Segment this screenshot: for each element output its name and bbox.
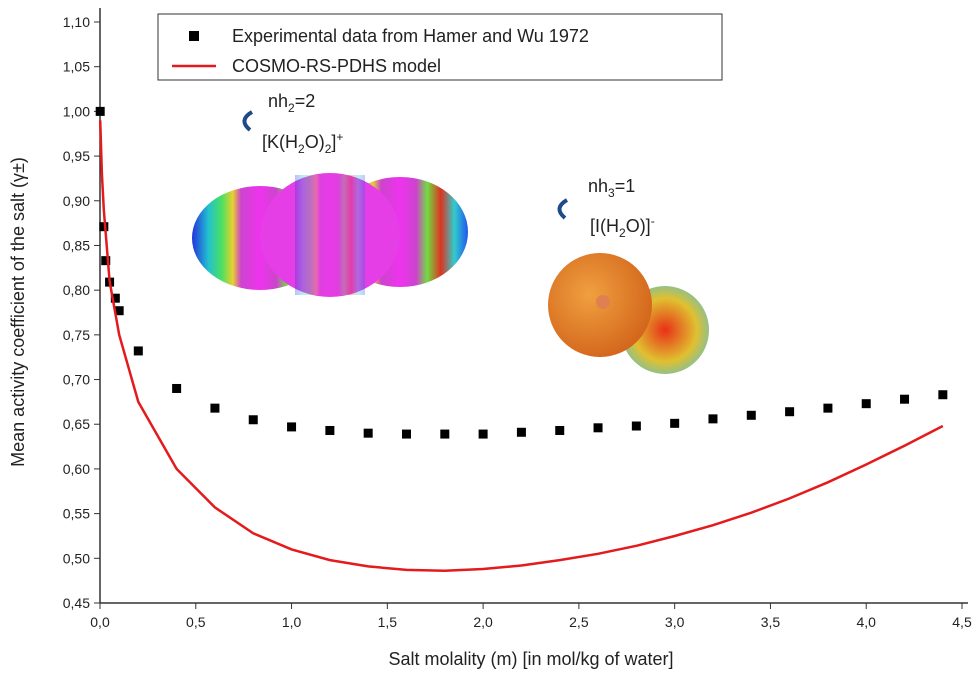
y-tick-label: 0,55: [63, 506, 90, 522]
data-point: [516, 427, 526, 437]
data-point: [401, 429, 411, 439]
data-point: [555, 425, 565, 435]
y-tick-label: 0,70: [63, 372, 90, 388]
data-point: [133, 346, 143, 356]
legend-label: COSMO-RS-PDHS model: [232, 56, 441, 76]
x-tick-label: 0,5: [186, 614, 206, 630]
data-point: [363, 428, 373, 438]
data-point: [287, 422, 297, 432]
x-tick-label: 0,0: [90, 614, 110, 630]
data-point: [99, 222, 109, 232]
data-point: [746, 410, 756, 420]
data-point: [478, 429, 488, 439]
data-point: [861, 399, 871, 409]
x-tick-label: 2,0: [473, 614, 493, 630]
y-tick-label: 1,10: [63, 14, 90, 30]
y-tick-label: 0,65: [63, 416, 90, 432]
data-point: [631, 421, 641, 431]
x-tick-label: 3,5: [761, 614, 781, 630]
y-tick-label: 1,00: [63, 103, 90, 119]
data-point: [110, 293, 120, 303]
annotation: [I(H2O)]-: [590, 214, 655, 240]
y-tick-label: 0,50: [63, 550, 90, 566]
data-point: [101, 256, 111, 266]
data-point: [708, 414, 718, 424]
data-point: [785, 407, 795, 417]
rotation-arrow: [242, 110, 254, 132]
data-point: [593, 423, 603, 433]
rotation-arrow: [557, 198, 569, 220]
data-point: [172, 383, 182, 393]
y-tick-label: 0,95: [63, 148, 90, 164]
data-point: [210, 403, 220, 413]
data-point: [248, 415, 258, 425]
annotation: nh2=2: [268, 91, 315, 115]
y-tick-label: 0,80: [63, 282, 90, 298]
legend-label: Experimental data from Hamer and Wu 1972: [232, 26, 589, 46]
annotation: nh3=1: [588, 176, 635, 200]
molecule-k: [192, 173, 468, 297]
annotation: [K(H2O)2]+: [262, 130, 343, 156]
data-point: [325, 425, 335, 435]
data-point: [114, 306, 124, 316]
molecule-i: [548, 253, 709, 374]
legend-marker: [189, 31, 199, 41]
y-tick-label: 1,05: [63, 59, 90, 75]
y-axis-label: Mean activity coefficient of the salt (γ…: [8, 157, 28, 467]
y-tick-label: 0,85: [63, 237, 90, 253]
data-point: [95, 106, 105, 116]
y-tick-label: 0,60: [63, 461, 90, 477]
x-tick-label: 1,5: [378, 614, 398, 630]
x-axis-label: Salt molality (m) [in mol/kg of water]: [388, 649, 673, 669]
x-tick-label: 1,0: [282, 614, 302, 630]
legend: [157, 13, 723, 81]
data-point: [938, 390, 948, 400]
data-point: [900, 394, 910, 404]
x-tick-label: 2,5: [569, 614, 589, 630]
y-tick-label: 0,90: [63, 193, 90, 209]
y-tick-label: 0,75: [63, 327, 90, 343]
x-tick-label: 4,0: [856, 614, 876, 630]
x-tick-label: 4,5: [952, 614, 972, 630]
y-tick-label: 0,45: [63, 595, 90, 611]
data-point: [823, 403, 833, 413]
data-point: [670, 418, 680, 428]
x-tick-label: 3,0: [665, 614, 685, 630]
data-point: [440, 429, 450, 439]
model-line: [98, 120, 944, 573]
